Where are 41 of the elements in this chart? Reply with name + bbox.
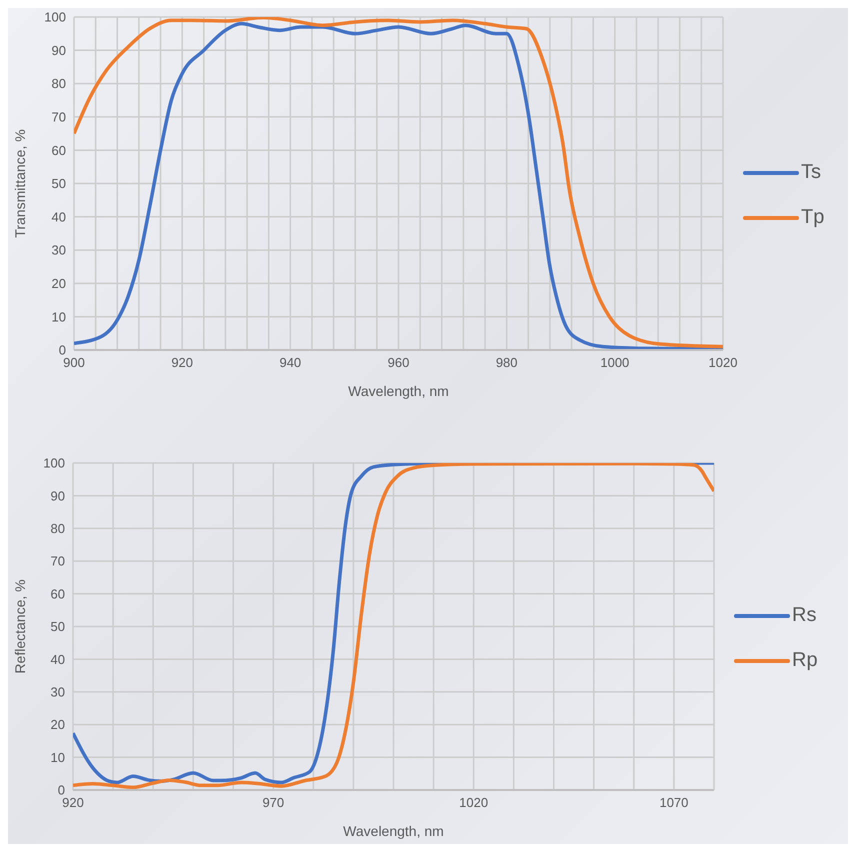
legend-label: Tp: [801, 206, 824, 229]
x-tick-label: 900: [63, 355, 85, 370]
y-tick-label: 30: [50, 684, 65, 700]
x-axis-title: Wavelength, nm: [348, 383, 449, 399]
y-tick-label: 100: [43, 456, 65, 471]
y-tick-label: 40: [50, 652, 65, 667]
y-tick-label: 20: [52, 276, 66, 292]
x-tick-label: 920: [62, 795, 84, 810]
y-tick-label: 50: [52, 176, 66, 192]
x-axis-title: Wavelength, nm: [343, 823, 444, 839]
y-tick-label: 80: [52, 76, 66, 92]
x-tick-label: 940: [279, 355, 302, 370]
y-tick-label: 10: [50, 750, 65, 765]
legend-label: Ts: [801, 161, 821, 184]
x-tick-label: 1000: [600, 355, 630, 370]
y-tick-label: 60: [52, 142, 66, 158]
x-tick-label: 980: [496, 355, 518, 370]
x-tick-label: 1020: [459, 795, 488, 810]
y-tick-label: 50: [50, 619, 65, 634]
x-tick-label: 920: [171, 355, 194, 370]
x-tick-label: 1020: [708, 355, 738, 370]
y-axis-title: Transmittance, %: [12, 129, 28, 238]
x-tick-label: 1070: [659, 795, 688, 810]
legend-label: Rp: [792, 649, 818, 672]
y-tick-label: 80: [50, 521, 65, 536]
y-tick-label: 70: [50, 554, 65, 569]
y-tick-label: 40: [52, 209, 66, 224]
y-axis-title: Reflectance, %: [12, 579, 28, 674]
y-tick-label: 10: [52, 309, 66, 324]
y-tick-label: 30: [52, 242, 66, 258]
legend-label: Rs: [792, 604, 816, 627]
y-tick-label: 0: [58, 342, 66, 358]
y-tick-label: 90: [52, 42, 66, 58]
y-tick-label: 0: [58, 782, 65, 798]
x-tick-label: 960: [388, 355, 410, 370]
y-tick-label: 100: [44, 10, 66, 25]
y-tick-label: 70: [52, 110, 66, 125]
x-tick-label: 970: [262, 795, 284, 810]
y-tick-label: 60: [50, 586, 65, 602]
y-tick-label: 90: [50, 488, 65, 504]
y-tick-label: 20: [50, 717, 65, 732]
